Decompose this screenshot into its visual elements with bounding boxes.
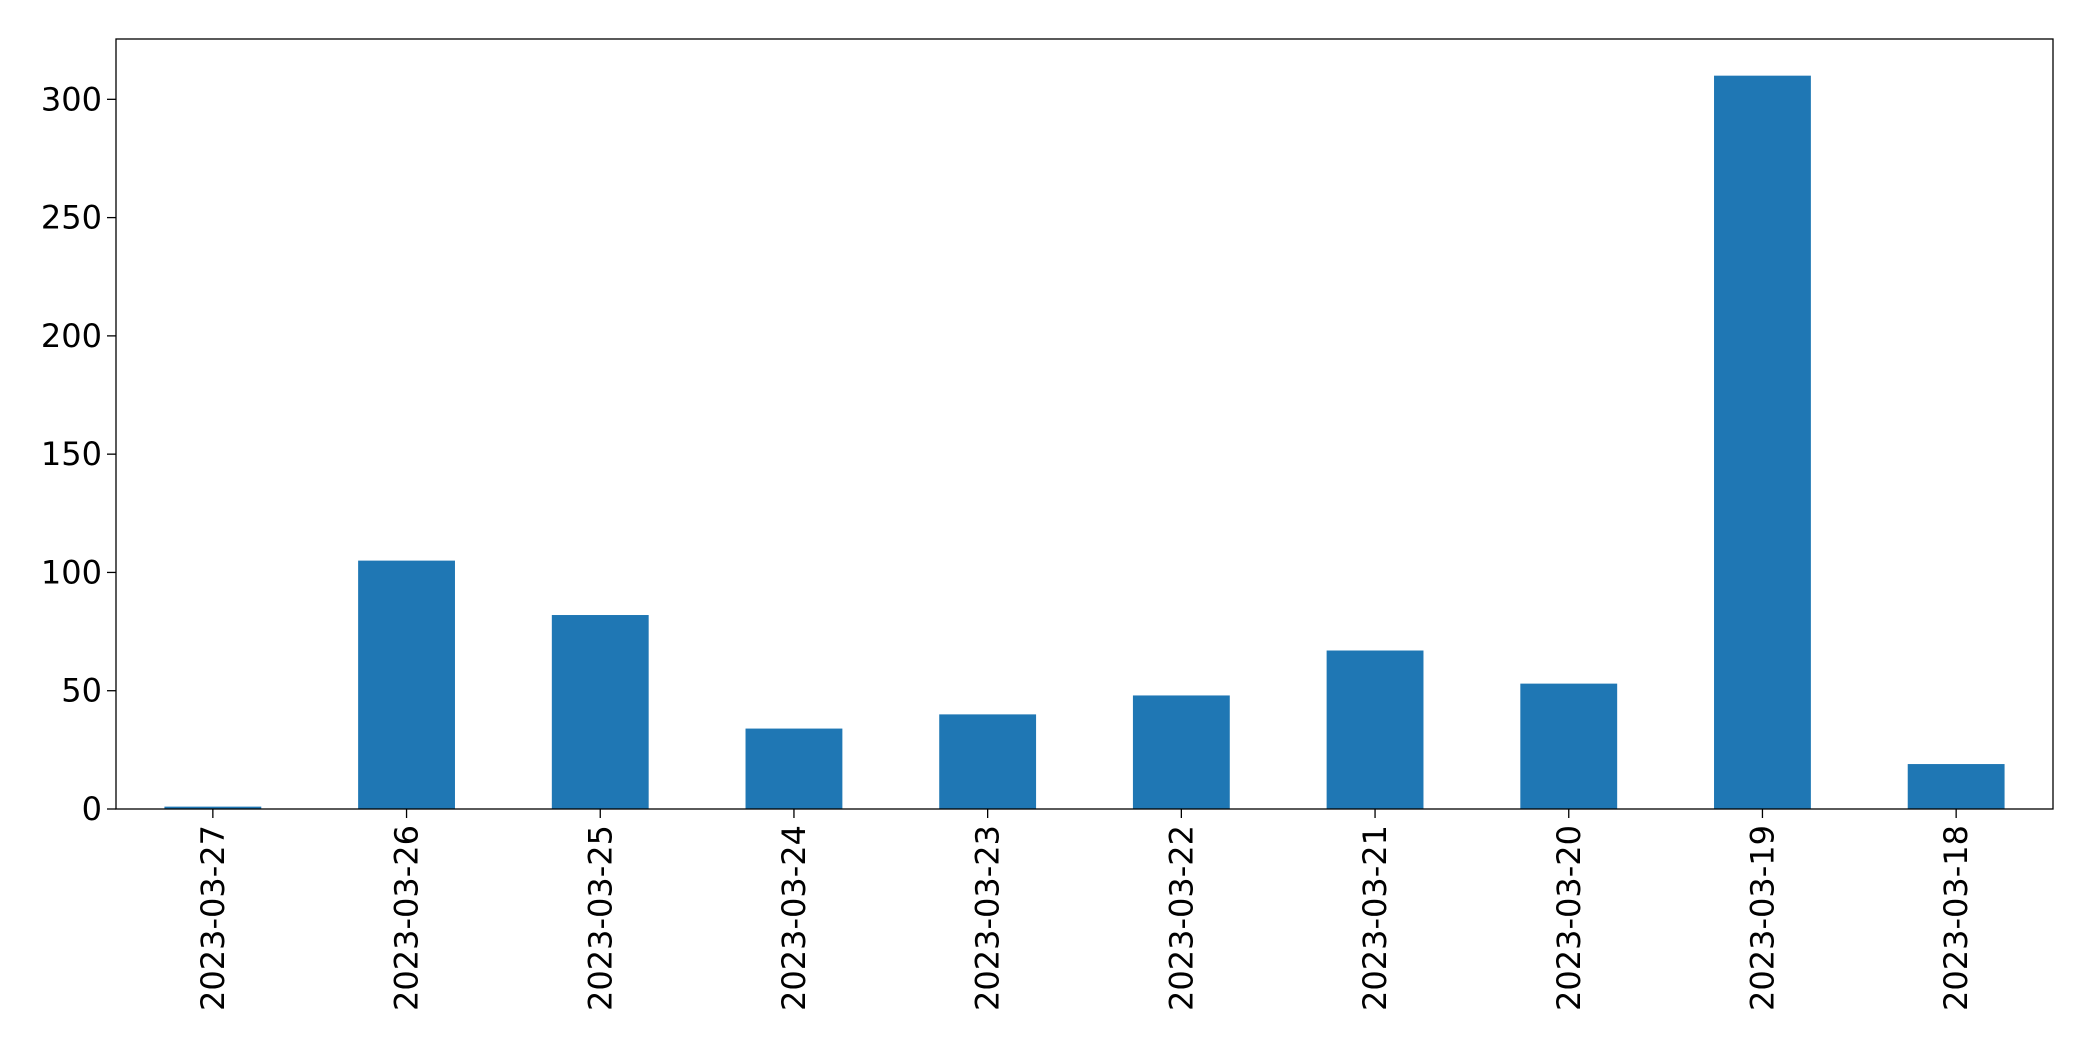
y-tick-label: 150 (41, 435, 102, 473)
x-tick-label: 2023-03-20 (1550, 825, 1588, 1011)
plot-frame (115, 38, 2054, 810)
x-tick-label: 2023-03-21 (1356, 825, 1394, 1011)
bar (358, 560, 455, 809)
bar (551, 615, 649, 809)
bar (1714, 75, 1811, 809)
y-tick-label: 250 (41, 199, 102, 237)
y-tick-label: 300 (41, 80, 102, 118)
y-tick-label: 50 (61, 672, 102, 710)
x-tick-label: 2023-03-22 (1162, 825, 1200, 1011)
y-tick-label: 0 (82, 790, 102, 828)
bar (1907, 764, 2005, 809)
bar (1520, 683, 1618, 809)
bar (1326, 650, 1424, 809)
bar (164, 806, 262, 809)
y-tick-label: 200 (41, 317, 102, 355)
bar (1132, 695, 1230, 809)
x-tick-label: 2023-03-27 (194, 825, 232, 1011)
x-tick-label: 2023-03-24 (775, 825, 813, 1011)
x-tick-label: 2023-03-23 (969, 825, 1007, 1011)
x-tick-label: 2023-03-18 (1937, 825, 1975, 1011)
bar (745, 728, 843, 809)
y-tick-label: 100 (41, 553, 102, 591)
bar (939, 714, 1037, 809)
x-tick-label: 2023-03-19 (1743, 825, 1781, 1011)
x-tick-label: 2023-03-25 (581, 825, 619, 1011)
x-tick-label: 2023-03-26 (388, 825, 426, 1011)
